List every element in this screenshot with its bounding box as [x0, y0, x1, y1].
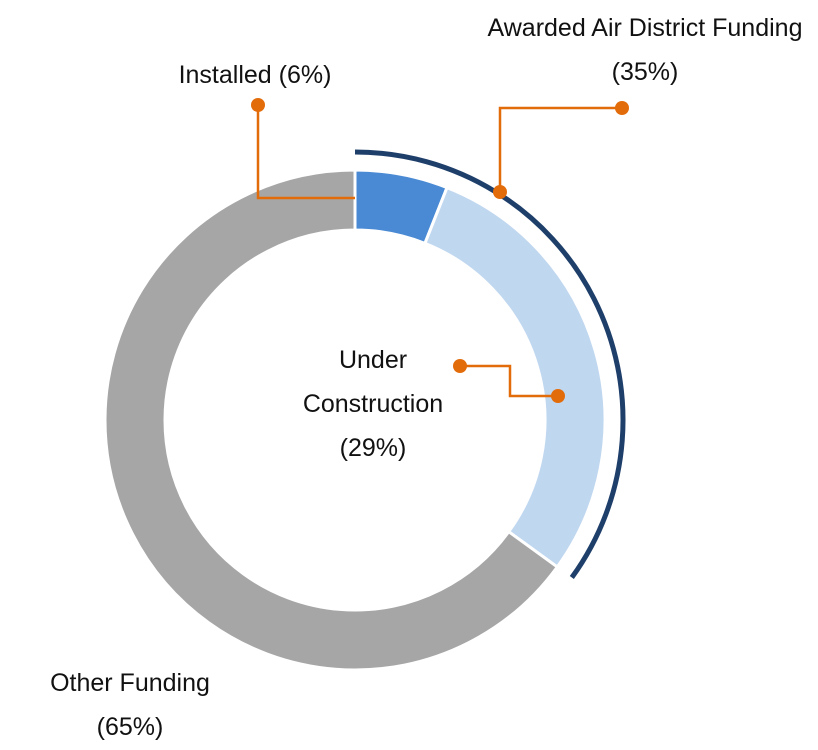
- annotation-text: Awarded Air District Funding: [487, 14, 803, 42]
- category-label: Installed: [178, 61, 272, 89]
- leader-under-construction: [460, 364, 558, 398]
- label-other-funding: Other Funding (65%): [20, 661, 240, 749]
- category-label: Under Construction: [302, 346, 444, 418]
- leader-dot: [493, 185, 507, 199]
- label-installed: Installed (6%): [130, 53, 380, 97]
- category-label: Other Funding: [50, 669, 210, 697]
- segments: [103, 168, 607, 672]
- leader-dots: [251, 98, 629, 403]
- annotation-arc: [354, 149, 626, 579]
- leader-dot: [615, 101, 629, 115]
- leader-dot: [551, 389, 565, 403]
- donut-segment: [103, 168, 560, 672]
- value-label: (29%): [339, 434, 407, 462]
- leader-lines: [256, 105, 622, 398]
- label-under-construction: Under Construction (29%): [283, 338, 463, 470]
- leader-installed: [256, 105, 355, 200]
- leader-awarded: [498, 106, 622, 192]
- value-label: (65%): [96, 713, 164, 741]
- label-awarded: Awarded Air District Funding (35%): [480, 6, 810, 94]
- leader-dot: [453, 359, 467, 373]
- leader-dot: [251, 98, 265, 112]
- value-label: (6%): [278, 61, 332, 89]
- annotation-value-label: (35%): [611, 58, 679, 86]
